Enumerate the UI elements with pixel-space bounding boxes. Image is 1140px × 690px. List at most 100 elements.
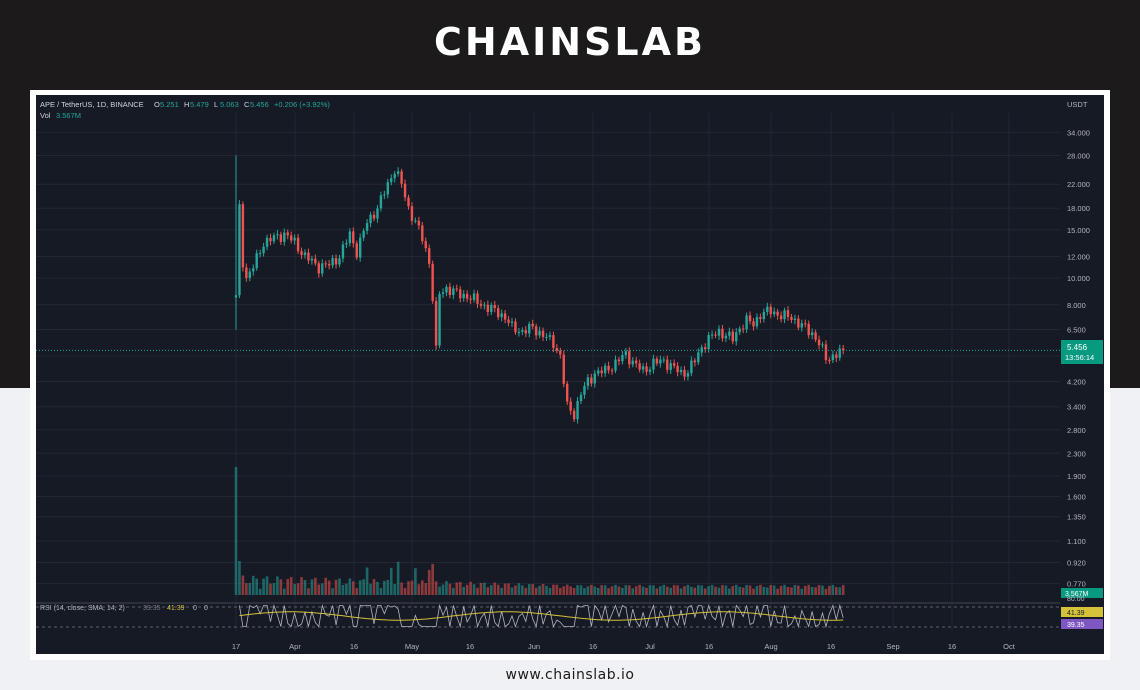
candle-body bbox=[362, 230, 365, 238]
x-tick-label: Apr bbox=[289, 642, 301, 651]
y-axis: 34.000 28.000 22.000 18.000 15.000 12.000 10.0… bbox=[1067, 128, 1090, 588]
candle-body bbox=[407, 197, 410, 207]
volume-bar bbox=[838, 587, 842, 595]
candle-body bbox=[824, 344, 828, 361]
candle-body bbox=[548, 335, 552, 337]
ohlc-change: +0.206 (+3.92%) bbox=[274, 100, 330, 109]
volume-bar bbox=[538, 585, 541, 595]
volume-bar bbox=[731, 586, 735, 595]
volume-bar bbox=[621, 587, 624, 595]
candle-body bbox=[448, 286, 452, 295]
candle-body bbox=[252, 268, 255, 272]
candle-body bbox=[283, 232, 286, 242]
grid bbox=[36, 113, 1060, 631]
candle-body bbox=[421, 225, 424, 242]
candle-body bbox=[807, 323, 810, 336]
volume-bar bbox=[327, 580, 331, 595]
volume-bar bbox=[496, 584, 500, 595]
y-tick-label: 2.300 bbox=[1067, 449, 1086, 458]
volume-bar bbox=[324, 577, 327, 595]
candle-body bbox=[748, 315, 752, 322]
candle-body bbox=[445, 286, 448, 293]
y-tick-label: 8.000 bbox=[1067, 301, 1086, 310]
volume-bar bbox=[483, 582, 486, 595]
volume-bar bbox=[772, 585, 776, 595]
volume-bar bbox=[534, 587, 538, 595]
chart-svg[interactable]: 34.000 28.000 22.000 18.000 15.000 12.000 10.0… bbox=[36, 95, 1104, 654]
volume-bar bbox=[283, 588, 286, 595]
candle-body bbox=[338, 258, 341, 265]
candle-body bbox=[828, 360, 831, 362]
rsi-label: RSI (14, close, SMA, 14, 2) bbox=[40, 605, 125, 612]
ohlc-h-value: 5.479 bbox=[190, 100, 209, 109]
volume-bar bbox=[717, 587, 721, 595]
candle-body bbox=[552, 335, 555, 348]
candle-body bbox=[538, 330, 541, 336]
volume-bar bbox=[320, 583, 324, 595]
volume-bar bbox=[734, 584, 738, 595]
candle-body bbox=[797, 318, 800, 328]
volume-bar bbox=[610, 586, 614, 595]
volume-bar bbox=[517, 583, 521, 595]
volume-bar bbox=[379, 588, 383, 595]
volume-bar bbox=[841, 584, 845, 595]
candle-body bbox=[586, 377, 590, 386]
rsi-zero-a: 0 bbox=[193, 605, 197, 612]
volume-bar bbox=[652, 585, 655, 595]
candle-body bbox=[559, 350, 562, 355]
rsi-top-tick: 80.00 bbox=[1067, 596, 1085, 603]
candle-body bbox=[617, 359, 621, 362]
candle-body bbox=[690, 360, 693, 374]
ohlc-c-value: 5.456 bbox=[250, 100, 269, 109]
candle-body bbox=[707, 335, 710, 350]
last-price-value: 5.456 bbox=[1067, 343, 1088, 352]
volume-bar bbox=[593, 586, 597, 595]
volume-bar bbox=[648, 585, 652, 595]
volume-bar bbox=[665, 586, 669, 595]
volume-bar bbox=[548, 587, 552, 595]
x-tick-label: 16 bbox=[466, 642, 474, 651]
candle-body bbox=[476, 293, 479, 304]
candle-body bbox=[272, 235, 276, 242]
y-tick-label: 6.500 bbox=[1067, 325, 1086, 334]
volume-bar bbox=[790, 587, 793, 595]
last-price-badge bbox=[1061, 340, 1103, 364]
candle-body bbox=[279, 234, 283, 242]
candle-body bbox=[597, 370, 600, 374]
y-tick-label: 3.400 bbox=[1067, 403, 1086, 412]
volume-bar bbox=[748, 585, 752, 595]
volume-bars bbox=[234, 467, 845, 595]
volume-bar bbox=[527, 584, 531, 595]
volume-bar bbox=[824, 588, 828, 595]
candle-body bbox=[631, 360, 634, 365]
candle-body bbox=[379, 195, 383, 209]
candle-body bbox=[290, 235, 293, 241]
y-tick-label: 18.000 bbox=[1067, 204, 1090, 213]
volume-bar bbox=[400, 582, 403, 595]
candle-body bbox=[666, 359, 669, 370]
candle-body bbox=[521, 330, 524, 332]
volume-bar bbox=[341, 585, 345, 595]
candle-body bbox=[386, 182, 389, 195]
candle-body bbox=[438, 293, 441, 346]
candle-body bbox=[331, 258, 334, 266]
footer-url[interactable]: www.chainslab.io bbox=[505, 667, 635, 683]
candle-body bbox=[728, 331, 731, 336]
candle-body bbox=[296, 237, 300, 252]
volume-bar bbox=[645, 587, 648, 595]
candle-body bbox=[838, 348, 841, 358]
candle-body bbox=[704, 347, 707, 350]
volume-bar bbox=[469, 581, 472, 595]
candle-body bbox=[245, 267, 248, 278]
volume-bar bbox=[679, 588, 683, 595]
candle-body bbox=[800, 323, 803, 328]
volume-bar bbox=[728, 588, 731, 595]
volume-bar bbox=[755, 585, 759, 595]
rsi-zero-b: 0 bbox=[204, 605, 208, 612]
volume-bar bbox=[393, 584, 396, 595]
price-chart[interactable]: 34.000 28.000 22.000 18.000 15.000 12.000 10.0… bbox=[36, 95, 1104, 654]
volume-bar bbox=[817, 584, 821, 595]
volume-bar bbox=[686, 584, 690, 595]
volume-bar bbox=[289, 577, 293, 595]
volume-bar bbox=[352, 581, 355, 595]
